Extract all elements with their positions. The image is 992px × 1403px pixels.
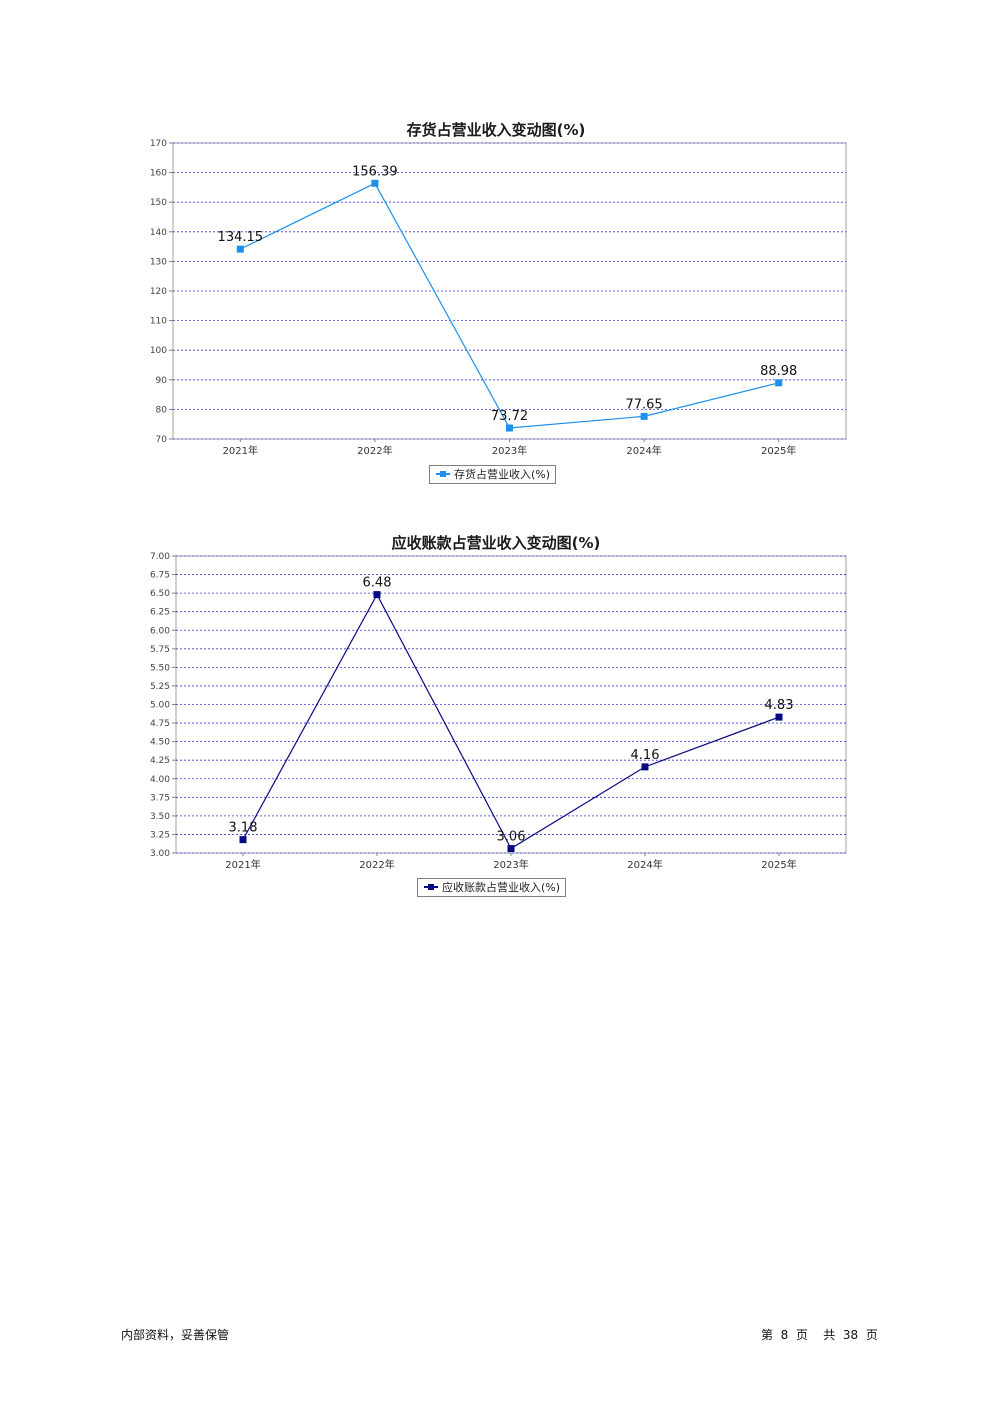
y-tick-label: 3.75 [150,793,170,803]
y-tick-label: 120 [150,287,167,297]
total-pages: 38 [842,1328,859,1342]
data-point [239,836,247,844]
data-label: 3.18 [229,821,258,836]
page-prefix: 第 [761,1328,774,1342]
chart-legend: 存货占营业收入(%) [429,465,557,484]
chart-plot: 70 80 90 100 110 120 130 140 150 160 170 2021年 2022年… [150,139,847,457]
y-tick-label: 110 [150,317,167,327]
y-tick-label: 170 [150,139,167,149]
data-label: 88.98 [760,364,797,379]
data-point [775,713,783,721]
x-tick-label: 2022年 [359,858,394,871]
data-point [236,245,244,253]
y-tick-label: 4.25 [150,756,170,766]
page-word: 页 [795,1328,808,1342]
total-word: 页 [865,1328,878,1342]
x-tick-label: 2023年 [492,444,527,457]
y-tick-label: 6.75 [150,571,170,581]
data-label: 4.16 [631,748,660,763]
data-point [371,179,379,187]
y-tick-label: 6.00 [150,626,170,636]
data-label: 134.15 [218,230,264,245]
y-tick-label: 7.00 [150,552,170,562]
chart-plot: 3.00 3.25 3.50 3.75 4.00 4.25 4.50 4.75 5.00 5.25… [150,552,847,871]
data-label: 3.06 [497,830,526,845]
y-tick-label: 160 [150,169,167,179]
y-tick-label: 5.50 [150,663,170,673]
y-tick-label: 140 [150,228,167,238]
legend-label: 存货占营业收入(%) [454,468,551,481]
data-point [775,379,783,387]
y-tick-label: 70 [156,435,168,445]
data-label: 6.48 [363,576,392,591]
y-tick-label: 4.75 [150,719,170,729]
x-tick-label: 2023年 [493,858,528,871]
data-point [640,412,648,420]
x-tick-label: 2022年 [357,444,392,457]
data-point [641,763,649,771]
y-tick-label: 150 [150,198,167,208]
data-point [506,424,513,432]
y-tick-label: 5.25 [150,682,170,692]
y-tick-label: 6.25 [150,608,170,618]
y-tick-label: 130 [150,257,167,267]
x-tick-label: 2025年 [761,858,796,871]
legend-label: 应收账款占营业收入(%) [442,881,561,894]
inventory-ratio-chart: 存货占营业收入变动图(%) 70 80 90 100 110 120 130 140 150 16… [0,112,992,492]
y-tick-label: 6.50 [150,589,170,599]
y-tick-label: 5.00 [150,701,170,711]
page-number: 8 [780,1328,789,1342]
data-point [373,591,381,599]
data-label: 77.65 [625,397,662,412]
x-tick-label: 2024年 [627,858,662,871]
x-tick-label: 2024年 [626,444,661,457]
data-label: 73.72 [491,409,528,424]
legend-marker-icon [424,884,438,890]
legend-marker-icon [436,471,450,477]
x-tick-label: 2021年 [223,444,258,457]
data-point [507,845,515,853]
y-tick-label: 5.75 [150,645,170,655]
chart-legend: 应收账款占营业收入(%) [417,878,567,897]
y-tick-label: 3.25 [150,830,170,840]
data-label: 156.39 [352,164,398,179]
data-label: 4.83 [765,698,794,713]
y-tick-label: 4.00 [150,775,170,785]
y-tick-label: 80 [156,405,168,415]
y-tick-label: 90 [156,376,168,386]
y-tick-label: 3.00 [150,849,170,859]
x-tick-label: 2021年 [225,858,260,871]
receivables-ratio-chart: 应收账款占营业收入变动图(%) 3.00 3.25 3.50 3.75 4.00 4.25… [0,525,992,905]
confidential-note: 内部资料，妥善保管 [121,1328,230,1342]
total-prefix: 共 [823,1328,836,1342]
chart-title: 存货占营业收入变动图(%) [406,121,586,139]
y-tick-label: 100 [150,346,167,356]
y-tick-label: 4.50 [150,738,170,748]
x-tick-label: 2025年 [761,444,796,457]
page-indicator: 第 8 页 共 38 页 [761,1326,878,1343]
chart-title: 应收账款占营业收入变动图(%) [391,534,601,552]
y-tick-label: 3.50 [150,812,170,822]
